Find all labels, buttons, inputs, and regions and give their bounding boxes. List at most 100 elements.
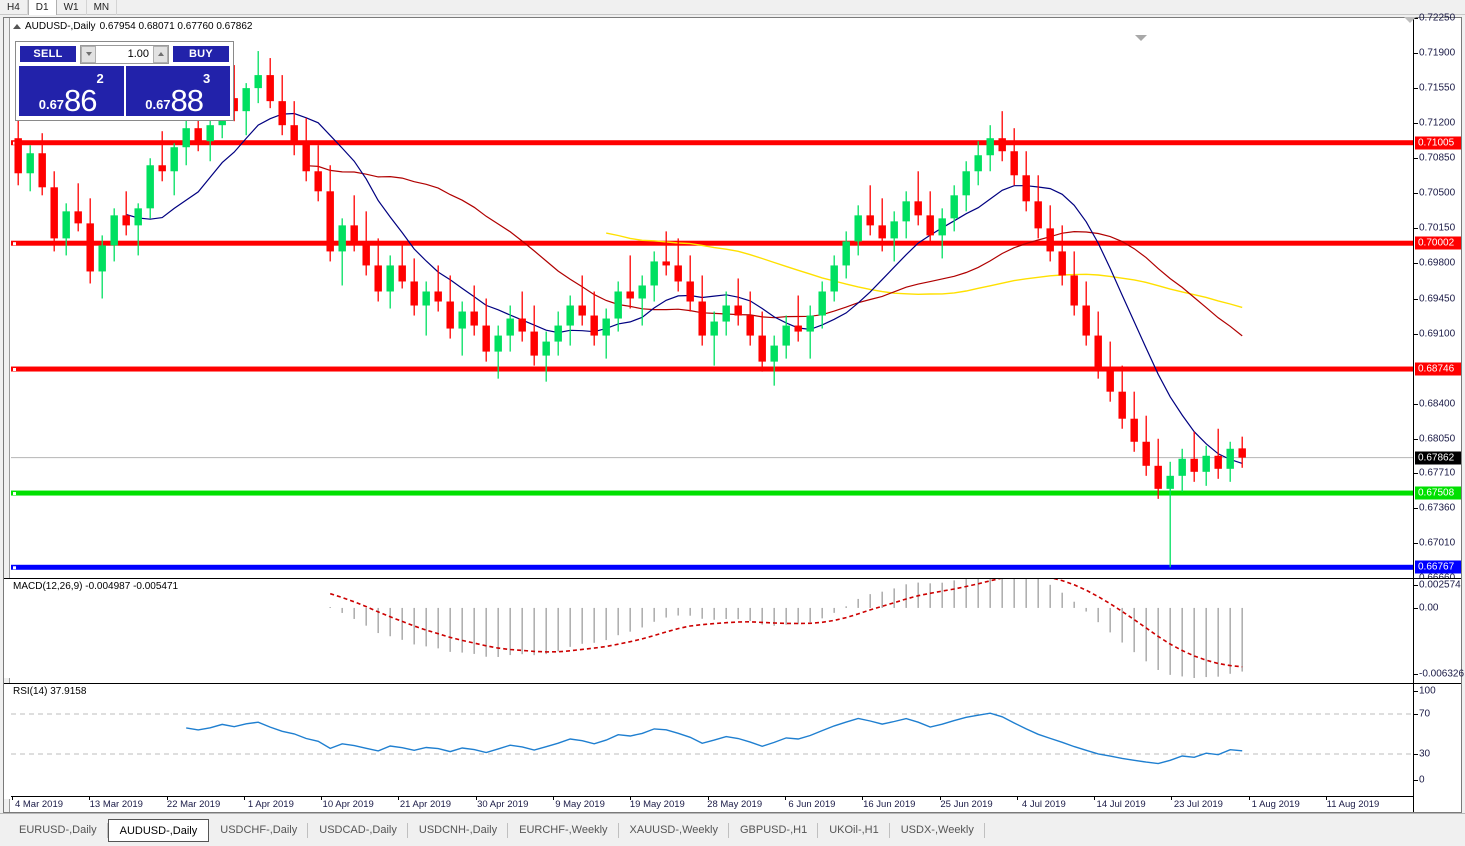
rsi-panel: RSI(14) 37.9158 100 70 30 0 (4, 683, 1461, 799)
candle (758, 311, 766, 372)
level-anchor-dot[interactable] (13, 368, 16, 372)
level-anchor-dot[interactable] (13, 566, 16, 570)
rsi-label: RSI(14) 37.9158 (13, 686, 87, 697)
chart-tab-xauusdweekly[interactable]: XAUUSD-,Weekly (619, 820, 730, 841)
candle (410, 258, 418, 316)
date-label: 1 Aug 2019 (1251, 799, 1300, 810)
buy-price-box[interactable]: 0.67 88 3 (125, 66, 230, 118)
price-tick (1414, 53, 1418, 55)
candle (1178, 448, 1186, 492)
buy-price-main: 88 (170, 82, 204, 118)
chart-tab-ukoilh1[interactable]: UKOil-,H1 (818, 820, 890, 841)
candle (182, 118, 190, 166)
sell-price-box[interactable]: 0.67 86 2 (19, 66, 124, 116)
date-axis[interactable]: 4 Mar 2019 13 Mar 2019 22 Mar 2019 1 Apr 20… (11, 796, 1413, 812)
candle (26, 145, 34, 192)
candle (386, 255, 394, 309)
candle (878, 198, 886, 252)
volume-value[interactable]: 1.00 (127, 48, 149, 60)
chart-tab-eurchfweekly[interactable]: EURCHF-,Weekly (508, 820, 619, 841)
date-label: 6 Jun 2019 (788, 799, 836, 810)
candle (230, 65, 238, 122)
candle (494, 325, 502, 379)
date-tick (475, 796, 477, 800)
price-chart-plot[interactable] (11, 18, 1413, 812)
price-label: 0.69100 (1419, 328, 1456, 340)
date-label: 4 Mar 2019 (14, 799, 64, 810)
price-label: 0.72250 (1419, 12, 1456, 24)
price-tick (1414, 158, 1418, 160)
candle (326, 165, 334, 262)
chart-left-gutter[interactable] (4, 18, 10, 812)
level-line-resistance-2[interactable] (11, 366, 1413, 372)
sell-price-main: 86 (64, 82, 97, 118)
price-tick (1414, 333, 1418, 335)
level-anchor-dot[interactable] (13, 242, 16, 246)
moving-average-yellow (606, 232, 1243, 309)
candle (1142, 415, 1150, 476)
candle (1154, 438, 1162, 499)
chart-tab-audusddaily[interactable]: AUDUSD-,Daily (107, 818, 210, 842)
chart-tab-eurusddaily[interactable]: EURUSD-,Daily (8, 820, 108, 841)
sell-button[interactable]: SELL (20, 46, 76, 62)
price-tick (1414, 88, 1418, 90)
candle (890, 211, 898, 262)
timeframe-d1[interactable]: D1 (27, 0, 57, 15)
level-line-support-3[interactable] (11, 490, 1413, 496)
candlestick-series (11, 51, 1413, 570)
date-tick (166, 796, 168, 800)
price-tick (1414, 298, 1418, 300)
candle (938, 208, 946, 259)
chart-tab-usdcaddaily[interactable]: USDCAD-,Daily (308, 820, 408, 841)
candle (830, 255, 838, 302)
level-line-resistance-1[interactable] (11, 240, 1413, 246)
chart-shift-marker-icon[interactable] (1135, 35, 1147, 41)
price-scale[interactable]: 0.72250 0.71900 0.71550 0.71200 0.70850 0.705… (1413, 13, 1461, 812)
level-line-resistance-0[interactable] (11, 140, 1413, 146)
date-tick (321, 796, 323, 800)
symbol-ohlc: 0.67954 0.68071 0.67760 0.67862 (99, 21, 253, 32)
candle (590, 291, 598, 346)
price-label: 0.70850 (1419, 152, 1456, 164)
candle (806, 305, 814, 359)
candle (1010, 128, 1018, 186)
candle (854, 205, 862, 256)
chart-tab-usdcnhdaily[interactable]: USDCNH-,Daily (408, 820, 509, 841)
date-tick (939, 796, 941, 800)
chart-tab-usdxweekly[interactable]: USDX-,Weekly (890, 820, 986, 841)
price-tick (1414, 438, 1418, 440)
candle (770, 335, 778, 386)
price-tick (1414, 403, 1418, 405)
macd-plot[interactable] (11, 579, 1413, 678)
date-label: 25 Jun 2019 (940, 799, 993, 810)
volume-decrease-icon[interactable] (81, 45, 96, 63)
volume-increase-icon[interactable] (153, 45, 168, 63)
timeframe-h4[interactable]: H4 (0, 0, 28, 15)
level-anchor-dot[interactable] (13, 492, 16, 496)
candle (1022, 151, 1030, 212)
candle (338, 218, 346, 286)
timeframe-w1[interactable]: W1 (57, 0, 87, 15)
candle (14, 120, 22, 186)
chart-tab-gbpusdh1[interactable]: GBPUSD-,H1 (729, 820, 819, 841)
date-tick (862, 796, 864, 800)
date-label: 9 May 2019 (555, 799, 605, 810)
chart-scroll-marker-icon[interactable] (1404, 17, 1416, 23)
volume-stepper[interactable]: 1.00 (80, 44, 169, 64)
timeframe-mn[interactable]: MN (87, 0, 118, 15)
chart-tabbar[interactable]: EURUSD-,Daily AUDUSD-,Daily USDCHF-,Daily U… (0, 813, 1465, 846)
candle (914, 171, 922, 226)
date-tick (1016, 796, 1018, 800)
chart-tab-usdchfdaily[interactable]: USDCHF-,Daily (209, 820, 309, 841)
buy-button[interactable]: BUY (173, 46, 229, 62)
macd-axis-tick (1414, 674, 1418, 675)
candle (446, 275, 454, 339)
level-line-support-4[interactable] (11, 564, 1413, 570)
date-tick (1171, 796, 1173, 800)
candle (518, 291, 526, 342)
price-label: 0.67010 (1419, 537, 1456, 549)
collapse-triangle-icon[interactable] (13, 24, 21, 29)
rsi-plot[interactable] (11, 684, 1413, 799)
date-tick (553, 796, 555, 800)
date-label: 1 Apr 2019 (247, 799, 294, 810)
